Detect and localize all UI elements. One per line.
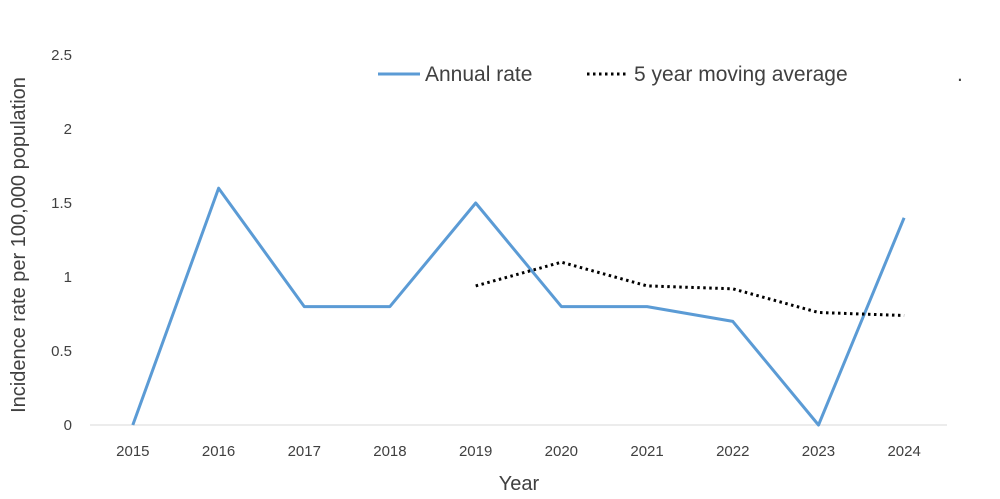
x-tick-label: 2019 (459, 443, 492, 460)
y-tick-label: 1 (64, 269, 72, 286)
x-tick-label: 2015 (116, 443, 149, 460)
x-axis-title: Year (499, 473, 540, 495)
series-line-annual-rate (131, 186, 906, 427)
series-layer (131, 186, 906, 427)
x-tick-label: 2020 (545, 443, 578, 460)
legend: Annual rate 5 year moving average . (378, 63, 963, 86)
x-tick-label: 2016 (202, 443, 235, 460)
x-tick-label: 2017 (288, 443, 321, 460)
legend-trailing-mark: . (957, 63, 963, 86)
y-axis-ticks: 0 0.5 1 1.5 2 2.5 (51, 47, 72, 434)
x-tick-label: 2022 (716, 443, 749, 460)
legend-label-moving-average: 5 year moving average (634, 63, 848, 86)
series-line-moving-average (475, 260, 905, 317)
y-tick-label: 0.5 (51, 343, 72, 360)
y-tick-label: 2.5 (51, 47, 72, 64)
x-tick-label: 2021 (630, 443, 663, 460)
y-tick-label: 1.5 (51, 195, 72, 212)
x-axis-ticks: 2015 2016 2017 2018 2019 2020 2021 2022 2023 2024 (116, 443, 921, 460)
y-tick-label: 2 (64, 121, 72, 138)
x-tick-label: 2018 (373, 443, 406, 460)
x-tick-label: 2024 (887, 443, 920, 460)
x-tick-label: 2023 (802, 443, 835, 460)
y-tick-label: 0 (64, 417, 72, 434)
legend-label-annual-rate: Annual rate (425, 63, 532, 86)
y-axis-title: Incidence rate per 100,000 population (8, 77, 30, 413)
